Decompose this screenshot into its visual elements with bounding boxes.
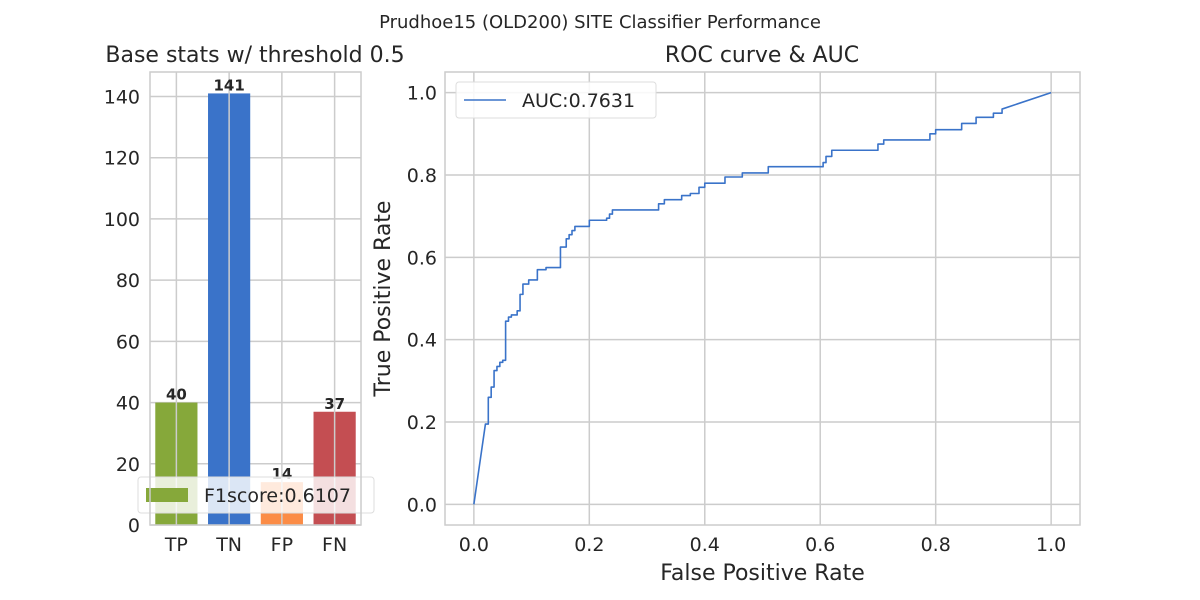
bar-chart-y-tick-label: 100 (104, 209, 140, 231)
bar-chart-legend-label: F1score:0.6107 (204, 485, 351, 507)
bar-value-label-fn: 37 (324, 395, 345, 413)
figure-suptitle: Prudhoe15 (OLD200) SITE Classifier Perfo… (379, 12, 821, 33)
bar-chart-y-tick-label: 120 (104, 148, 140, 170)
roc-chart-x-axis-label: False Positive Rate (660, 561, 864, 586)
roc-chart-y-tick-label: 1.0 (407, 83, 437, 105)
roc-chart-y-tick-label: 0.8 (407, 165, 437, 187)
bar-value-label-tp: 40 (166, 386, 187, 404)
roc-chart-x-tick-label: 0.0 (459, 534, 489, 556)
roc-chart-y-ticks: 0.0 0.2 0.4 0.6 0.8 1.0 (407, 83, 437, 517)
roc-chart-x-tick-label: 1.0 (1036, 534, 1066, 556)
roc-curve-line (473, 91, 1052, 505)
bar-chart-vertical-gridlines (175, 72, 336, 525)
roc-chart-y-axis-label: True Positive Rate (371, 201, 396, 398)
bar-chart-x-ticks: TP TN FP FN (164, 534, 347, 556)
bar-chart-legend: F1score:0.6107 (137, 476, 375, 514)
bar-chart-y-tick-label: 40 (116, 393, 140, 415)
bar-chart-x-tick-label: FN (322, 534, 347, 556)
bar-chart-x-tick-label: TN (215, 534, 242, 556)
roc-chart-y-tick-label: 0.4 (407, 330, 437, 352)
roc-chart-y-tick-label: 0.0 (407, 494, 437, 516)
bar-chart-y-ticks: 0 20 40 60 80 100 120 140 (104, 86, 140, 537)
roc-chart-legend-label: AUC:0.7631 (522, 90, 635, 112)
bar-chart-frame (149, 71, 362, 526)
bar-chart-legend-box (137, 476, 375, 514)
roc-chart-lines (473, 91, 1052, 505)
bar-chart-y-tick-label: 60 (116, 331, 140, 353)
bar-chart-x-tick-label: FP (271, 534, 293, 556)
roc-chart-y-tick-label: 0.6 (407, 247, 437, 269)
roc-chart-x-tick-label: 0.2 (574, 534, 604, 556)
roc-chart-y-tick-label: 0.2 (407, 412, 437, 434)
roc-chart-x-tick-label: 0.6 (805, 534, 835, 556)
bar-chart-title: Base stats w/ threshold 0.5 (105, 43, 404, 68)
bar-chart-x-tick-label: TP (164, 534, 188, 556)
roc-chart-legend: AUC:0.7631 (455, 81, 657, 119)
roc-chart-title: ROC curve & AUC (665, 43, 859, 68)
roc-chart-x-ticks: 0.0 0.2 0.4 0.6 0.8 1.0 (459, 534, 1066, 556)
bar-chart-y-tick-label: 140 (104, 86, 140, 108)
bar-chart-legend-swatch (146, 488, 188, 502)
bar-value-label-tn: 141 (213, 76, 244, 94)
roc-chart-legend-box (455, 81, 657, 119)
bar-chart-y-tick-label: 80 (116, 270, 140, 292)
roc-chart: ROC curve & AUC 0.00.20.40.60.81.0 0.0 0.… (371, 43, 1081, 586)
roc-chart-x-tick-label: 0.8 (921, 534, 951, 556)
roc-chart-x-tick-label: 0.4 (690, 534, 720, 556)
bar-chart-y-tick-label: 0 (128, 515, 140, 537)
roc-chart-frame (444, 71, 1081, 526)
roc-chart-gridlines (445, 72, 1080, 525)
bar-chart-y-tick-label: 20 (116, 454, 140, 476)
